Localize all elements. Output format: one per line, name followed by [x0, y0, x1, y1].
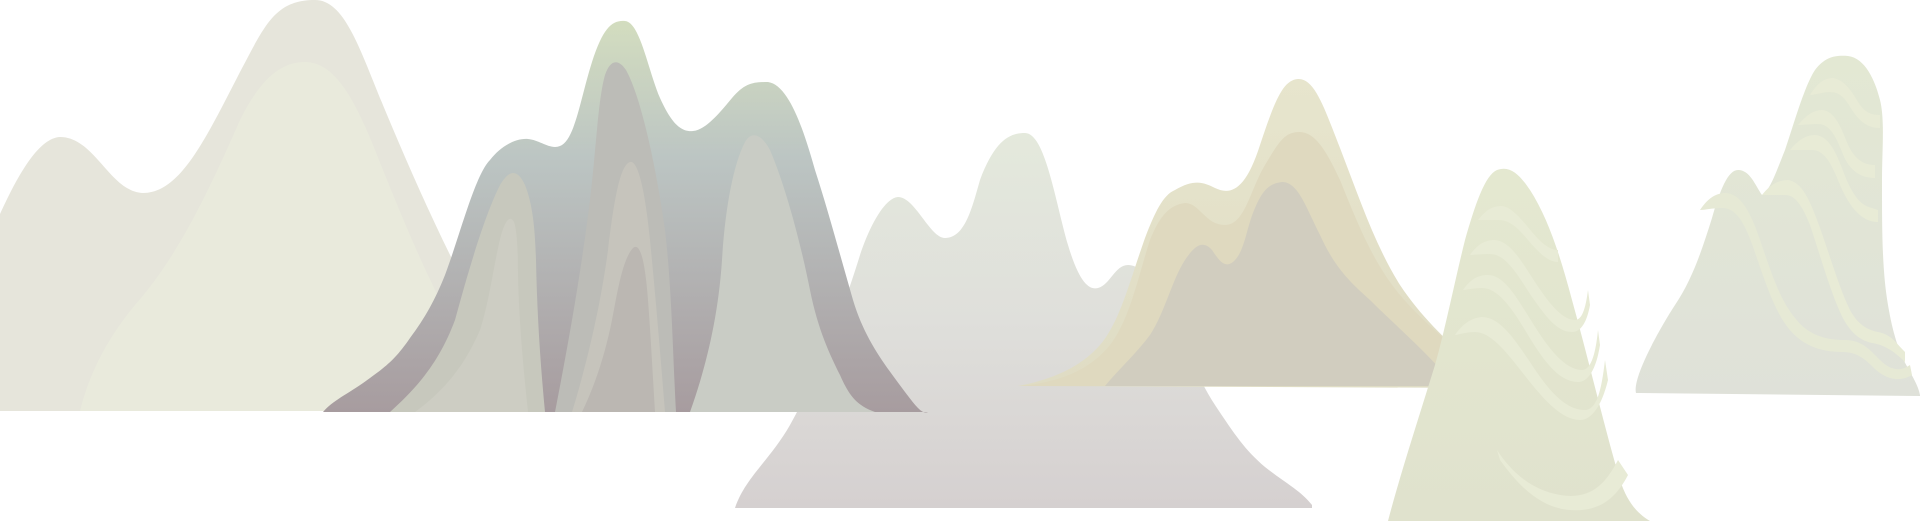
far-left-mountain — [0, 0, 500, 411]
far-right-mountain — [1635, 55, 1920, 396]
khaki-mountain — [1018, 78, 1504, 389]
center-mountain — [735, 133, 1312, 508]
striped-mountain — [323, 20, 928, 413]
green-striped-peak — [1388, 168, 1650, 521]
